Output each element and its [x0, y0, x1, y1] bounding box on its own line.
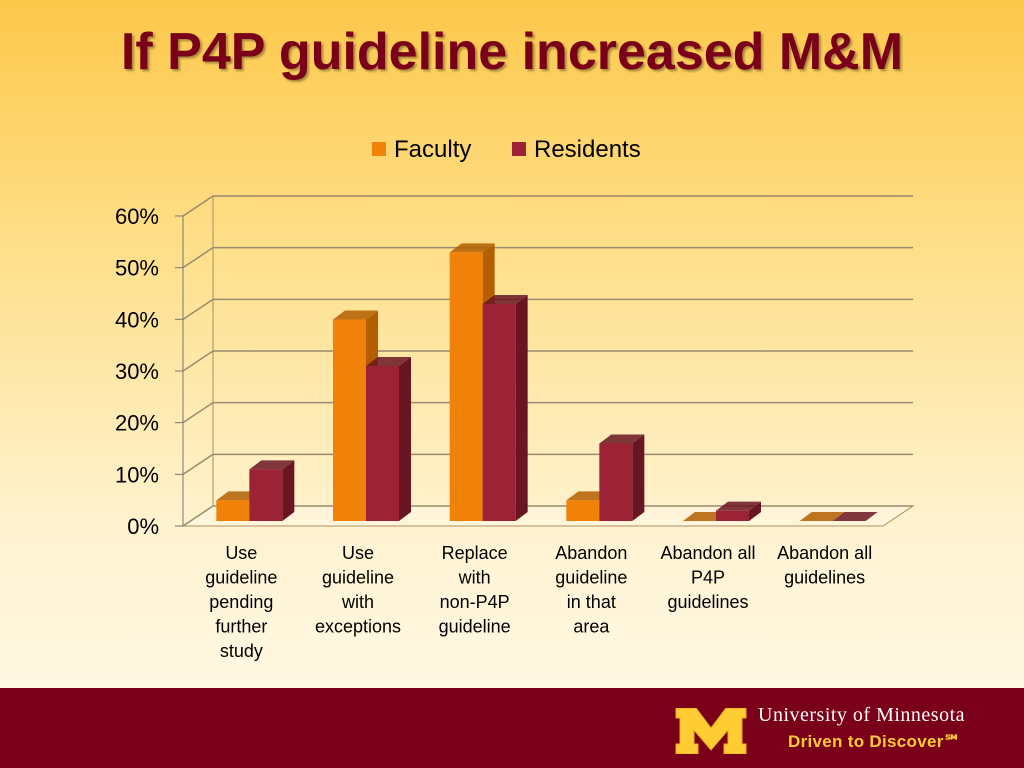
y-tick-label: 50% [115, 256, 159, 281]
slide-title: If P4P guideline increased M&M [120, 23, 904, 81]
legend-swatch-faculty [372, 142, 386, 156]
bar-front [366, 366, 399, 521]
x-tick-label: Use guideline with exceptions [315, 543, 401, 637]
gridline-depth [182, 505, 214, 527]
y-tick-label: 10% [115, 462, 159, 487]
bar-front [716, 510, 749, 521]
bar-chart: 0% 10% 20% 30% 40% 50% 60% Use guideline pending f… [115, 136, 915, 661]
bar-residents [599, 434, 645, 521]
bar-top [482, 295, 528, 304]
x-tick-label: Abandon all P4P guidelines [660, 543, 755, 612]
bar-side [749, 501, 761, 521]
bar-side [282, 460, 295, 521]
bar-residents [366, 357, 411, 521]
bar-top [599, 434, 645, 444]
bar-front [216, 500, 250, 521]
gridline-depth [182, 247, 214, 269]
bar-top [449, 243, 495, 253]
legend-label-faculty: Faculty [394, 136, 471, 163]
bar-side [632, 434, 645, 521]
x-tick-label: Replace with non-P4P guideline [439, 543, 511, 637]
gridline-depth [182, 453, 214, 475]
y-tick-label: 60% [115, 204, 159, 229]
bar-front [566, 500, 600, 521]
bar-faculty [799, 512, 845, 521]
x-tick-label: Use guideline pending further study [205, 543, 277, 661]
bar-top [716, 501, 761, 511]
bar-front [249, 469, 283, 521]
bar-top [832, 512, 878, 521]
y-tick-label: 20% [115, 411, 159, 436]
bar-residents [249, 460, 295, 521]
y-tick-label: 30% [115, 359, 159, 384]
university-m-logo-icon [675, 708, 747, 754]
gridline-depth [182, 298, 214, 320]
bar-front [482, 304, 516, 521]
legend-swatch-residents [512, 142, 526, 156]
gridline-depth [182, 195, 214, 217]
gridline-depth [182, 350, 214, 372]
bar-residents [832, 512, 878, 521]
university-tagline: Driven to Discover℠ [788, 732, 962, 751]
bar-residents [716, 501, 761, 521]
bar-top [366, 357, 411, 366]
x-tick-label: Abandon all guidelines [777, 543, 872, 588]
bar-side [515, 295, 528, 521]
bar-front [599, 443, 633, 521]
bar-residents [482, 295, 528, 521]
bar-top [333, 310, 378, 320]
y-tick-label: 0% [127, 514, 159, 539]
gridline-depth [182, 402, 214, 424]
bar-top [799, 512, 845, 521]
university-name: University of Minnesota [758, 704, 966, 726]
y-tick-label: 40% [115, 307, 159, 332]
footer-bar [0, 688, 1024, 768]
bar-top [249, 460, 295, 470]
legend-label-residents: Residents [534, 136, 641, 163]
bar-front [333, 319, 366, 521]
x-tick-label: Abandon guideline in that area [555, 543, 627, 637]
bar-side [399, 357, 411, 521]
bar-front [449, 252, 483, 522]
